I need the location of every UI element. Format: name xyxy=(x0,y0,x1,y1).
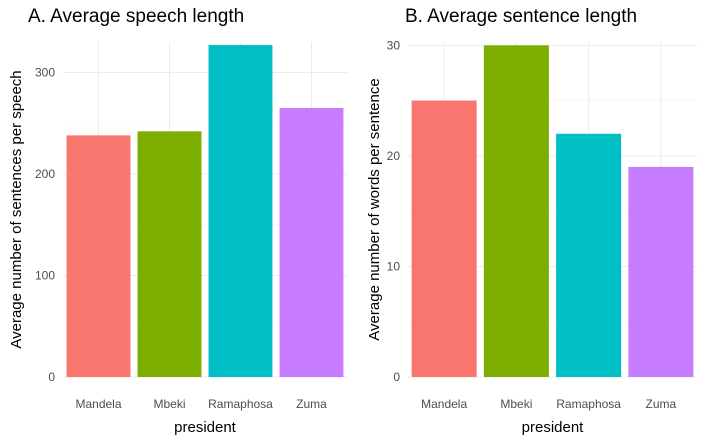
bar-chart-b: 0 10 20 30 Mandela Mbeki Ramaphosa Zuma presiden… xyxy=(366,38,697,436)
plot-area: 0 10 20 30 Mandela Mbeki Ramaphosa Zuma xyxy=(387,38,697,411)
x-tick-label: Ramaphosa xyxy=(208,397,273,411)
plot-area: 0 100 200 300 Mandela Mbeki Ramaphosa Zuma xyxy=(35,42,347,411)
x-tick-label: Mbeki xyxy=(153,397,185,411)
y-tick-label: 30 xyxy=(387,38,401,52)
bar-ramaphosa xyxy=(208,45,273,377)
chart-title: B. Average sentence length xyxy=(405,6,638,27)
x-axis-title: president xyxy=(174,419,237,436)
bar-zuma xyxy=(628,166,694,377)
bar-zuma xyxy=(279,107,344,377)
y-tick-label: 10 xyxy=(387,259,401,273)
chart-panel-b: B. Average sentence length 0 10 20 30 Mandel… xyxy=(355,0,715,442)
bar-ramaphosa xyxy=(556,133,622,377)
x-tick-label: Zuma xyxy=(646,397,677,411)
chart-title: A. Average speech length xyxy=(28,6,245,27)
y-tick-label: 20 xyxy=(387,149,401,163)
y-tick-label: 300 xyxy=(35,65,55,79)
x-tick-label: Mandela xyxy=(75,397,121,411)
bar-chart-a: 0 100 200 300 Mandela Mbeki Ramaphosa Zuma presi… xyxy=(8,42,347,436)
x-tick-label: Ramaphosa xyxy=(556,397,621,411)
bar-mandela xyxy=(411,100,477,378)
chart-panel-a: A. Average speech length 0 100 200 300 Mande… xyxy=(0,0,355,442)
y-tick-label: 0 xyxy=(48,370,55,384)
y-tick-label: 200 xyxy=(35,167,55,181)
y-axis-title: Average number of sentences per speech xyxy=(8,70,25,348)
y-tick-label: 100 xyxy=(35,268,55,282)
x-tick-label: Mandela xyxy=(421,397,467,411)
bar-mbeki xyxy=(483,45,549,377)
x-tick-label: Zuma xyxy=(296,397,327,411)
bar-mbeki xyxy=(137,131,202,377)
x-axis-title: president xyxy=(522,419,585,436)
y-axis-title: Average number of words per sentence xyxy=(366,78,383,340)
bar-mandela xyxy=(66,135,131,377)
x-tick-label: Mbeki xyxy=(500,397,532,411)
y-tick-label: 0 xyxy=(393,370,400,384)
